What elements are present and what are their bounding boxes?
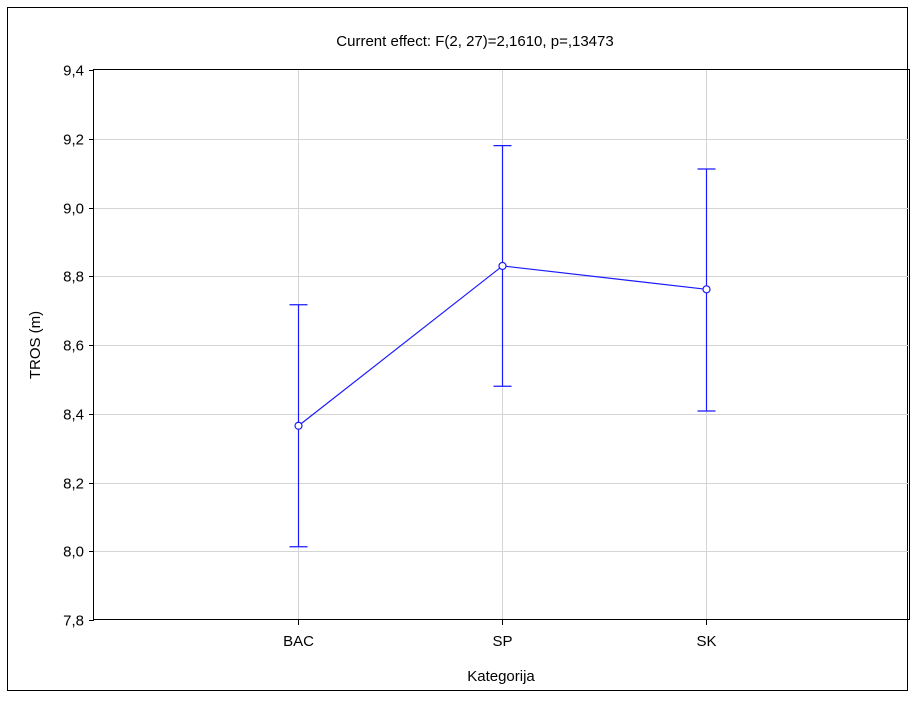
mean-point-sk: [702, 285, 711, 294]
y-tick-label: 8,8: [63, 269, 84, 286]
x-tick-layer: BAC SP SK: [283, 620, 717, 650]
y-tick-label: 8,2: [63, 476, 84, 493]
x-axis-label: Kategorija: [467, 668, 535, 685]
x-tick-label: BAC: [283, 633, 314, 650]
mean-point-bac: [294, 421, 303, 430]
y-tick-label: 9,0: [63, 201, 84, 218]
y-tick-layer: 7,8 8,0 8,2 8,4 8,6 8,8 9,0 9,2 9,4: [63, 63, 94, 630]
plot-area-border: [93, 69, 910, 620]
chart-title: Current effect: F(2, 27)=2,1610, p=,1347…: [336, 33, 613, 50]
y-tick-label: 8,0: [63, 544, 84, 561]
y-tick-label: 8,6: [63, 338, 84, 355]
mean-point-sp: [498, 261, 507, 271]
series-layer: [289, 145, 716, 548]
x-tick-label: SK: [696, 633, 716, 650]
y-tick-label: 9,2: [63, 132, 84, 149]
y-tick-label: 9,4: [63, 63, 84, 80]
y-tick-label: 7,8: [63, 613, 84, 630]
y-axis-label: TROS (m): [27, 311, 44, 379]
outer-border: [7, 7, 908, 691]
y-tick-label: 8,4: [63, 407, 84, 424]
x-tick-label: SP: [492, 633, 512, 650]
